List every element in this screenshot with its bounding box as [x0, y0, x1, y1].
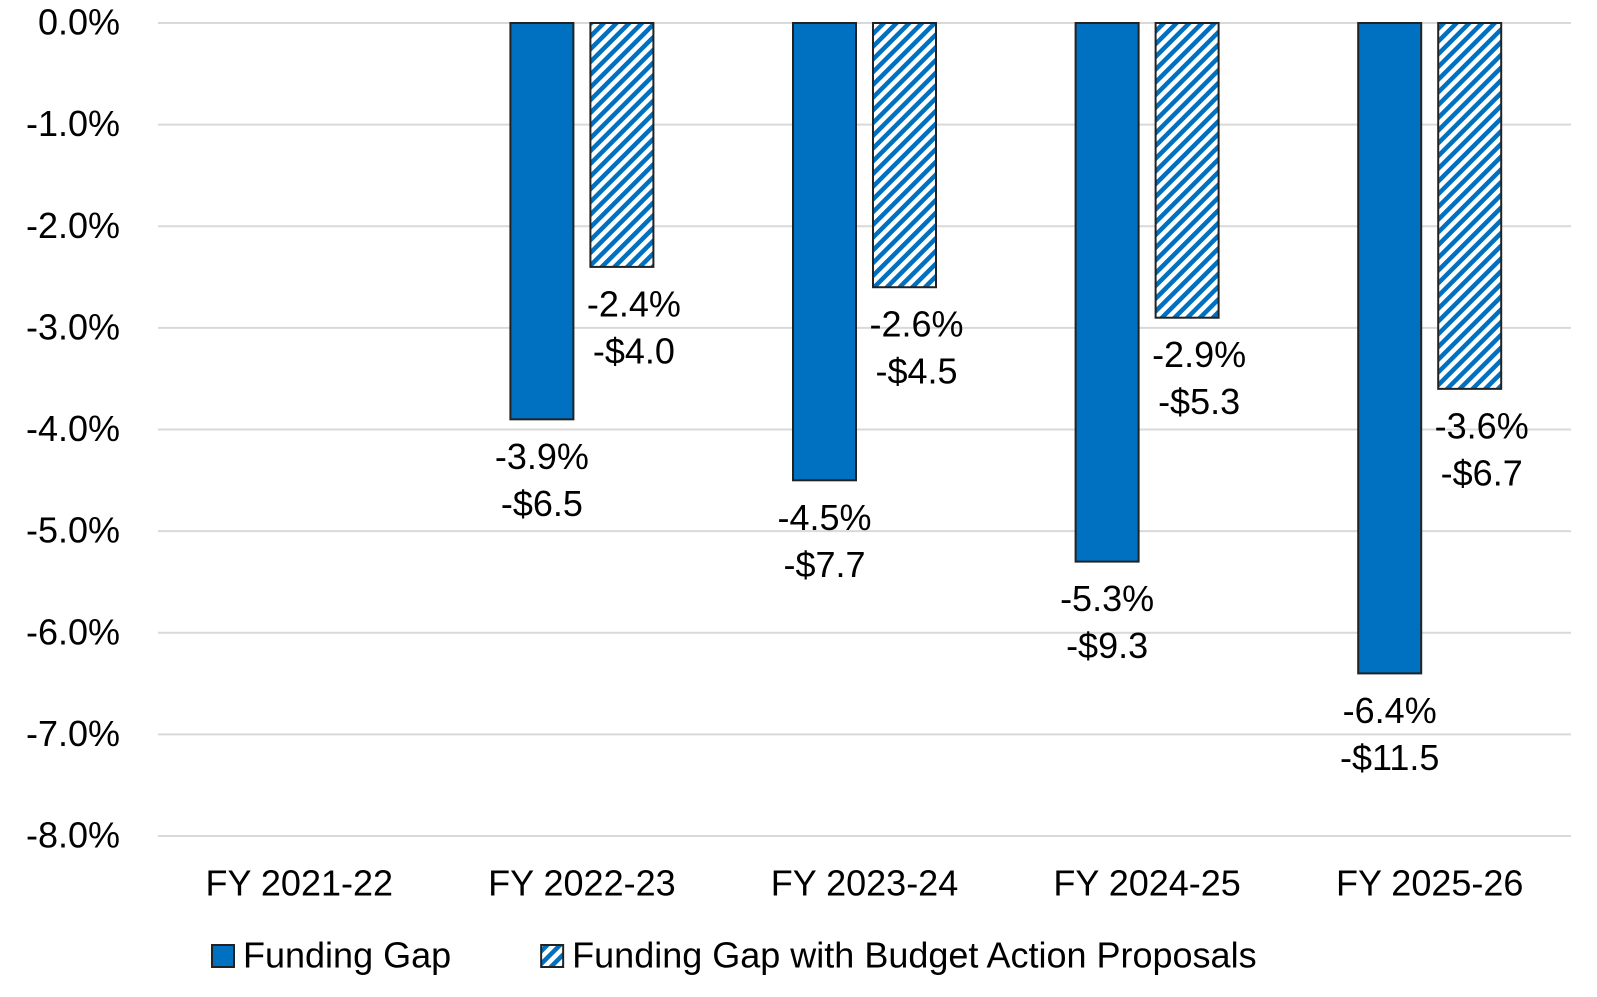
bar [1437, 22, 1503, 390]
value-label: -2.4% [587, 283, 681, 324]
value-label: -4.5% [777, 497, 871, 538]
x-tick-label: FY 2024-25 [1053, 863, 1240, 904]
x-tick-label: FY 2023-24 [771, 863, 958, 904]
y-tick-label: -6.0% [26, 611, 120, 652]
legend-label: Funding Gap [243, 935, 451, 976]
value-label: -2.6% [869, 304, 963, 345]
x-tick-label: FY 2022-23 [488, 863, 675, 904]
y-tick-label: -5.0% [26, 510, 120, 551]
value-label: -2.9% [1152, 334, 1246, 375]
bar [792, 22, 857, 482]
legend-swatch [211, 944, 235, 968]
x-tick-label: FY 2025-26 [1336, 863, 1523, 904]
legend-swatch [540, 944, 565, 968]
y-tick-label: -2.0% [26, 205, 120, 246]
amount-label: -$6.5 [501, 483, 583, 524]
bar [1074, 22, 1140, 563]
amount-label: -$6.7 [1441, 452, 1523, 493]
value-label: -5.3% [1060, 578, 1154, 619]
value-label: -3.9% [495, 436, 589, 477]
bar [1154, 22, 1220, 319]
amount-label: -$11.5 [1340, 737, 1439, 778]
y-tick-label: -4.0% [26, 408, 120, 449]
amount-label: -$7.7 [783, 544, 865, 585]
amount-label: -$4.5 [875, 351, 957, 392]
amount-label: -$5.3 [1158, 381, 1240, 422]
y-tick-label: -8.0% [26, 815, 120, 856]
bar [509, 22, 575, 421]
x-tick-label: FY 2021-22 [206, 863, 393, 904]
amount-label: -$9.3 [1066, 625, 1148, 666]
bar [589, 22, 655, 268]
y-tick-label: 0.0% [38, 2, 120, 43]
legend-label: Funding Gap with Budget Action Proposals [572, 935, 1256, 976]
y-tick-label: -3.0% [26, 306, 120, 347]
amount-label: -$4.0 [593, 330, 675, 371]
value-label: -3.6% [1435, 405, 1529, 446]
value-label: -6.4% [1343, 690, 1437, 731]
y-tick-label: -7.0% [26, 713, 120, 754]
y-tick-label: -1.0% [26, 103, 120, 144]
bar [872, 22, 937, 289]
bar [1357, 22, 1423, 675]
